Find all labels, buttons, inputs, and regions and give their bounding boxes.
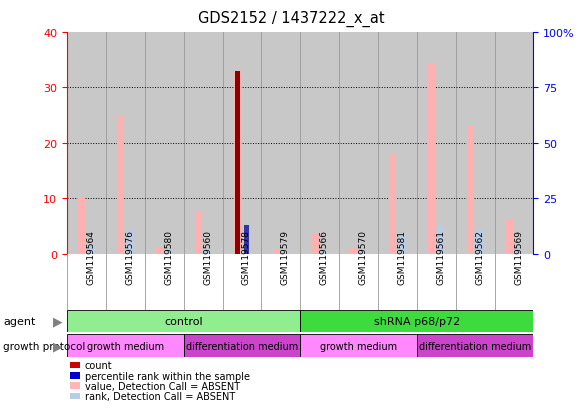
Bar [321, 252, 328, 254]
Text: differentiation medium: differentiation medium [419, 341, 531, 351]
Bar [184, 33, 223, 254]
Text: GSM119576: GSM119576 [125, 229, 134, 284]
Bar [300, 33, 339, 254]
Text: GSM119580: GSM119580 [164, 229, 173, 284]
Bar [195, 213, 202, 254]
Bar [282, 252, 289, 254]
Text: GSM119564: GSM119564 [86, 229, 96, 284]
Bar [243, 225, 250, 254]
Bar [456, 33, 494, 254]
Bar [223, 33, 261, 254]
Bar [145, 33, 184, 254]
Bar [417, 33, 456, 254]
Bar [87, 245, 94, 254]
Text: shRNA p68/p72: shRNA p68/p72 [374, 316, 460, 326]
Bar [184, 335, 300, 357]
Bar [506, 221, 513, 254]
Bar [67, 335, 184, 357]
Bar [166, 251, 173, 254]
Bar [339, 33, 378, 254]
Text: ▶: ▶ [53, 339, 63, 353]
Text: GSM119570: GSM119570 [359, 229, 367, 284]
Text: growth protocol: growth protocol [3, 341, 85, 351]
Bar [234, 72, 241, 254]
Text: rank, Detection Call = ABSENT: rank, Detection Call = ABSENT [85, 392, 235, 401]
Bar [389, 154, 396, 254]
Bar [515, 250, 522, 254]
Bar [399, 235, 406, 254]
Bar [378, 33, 417, 254]
Text: value, Detection Call = ABSENT: value, Detection Call = ABSENT [85, 381, 240, 391]
Bar [300, 335, 417, 357]
Text: ▶: ▶ [53, 315, 63, 328]
Bar [360, 252, 367, 254]
Text: percentile rank within the sample: percentile rank within the sample [85, 371, 250, 381]
Text: GSM119578: GSM119578 [242, 229, 251, 284]
Text: control: control [164, 316, 203, 326]
Bar [350, 249, 357, 254]
Bar [78, 199, 85, 254]
Bar [67, 33, 106, 254]
Bar [428, 64, 435, 254]
Bar [273, 249, 280, 254]
Text: differentiation medium: differentiation medium [186, 341, 298, 351]
Bar [467, 127, 474, 254]
Bar [235, 72, 240, 254]
Bar [127, 231, 134, 254]
Bar [437, 226, 444, 254]
Bar [261, 33, 300, 254]
Bar [311, 235, 318, 254]
Text: agent: agent [3, 316, 36, 326]
Text: count: count [85, 361, 112, 370]
Bar [204, 251, 211, 254]
Text: GSM119566: GSM119566 [319, 229, 329, 284]
Bar [494, 33, 533, 254]
Text: GSM119581: GSM119581 [398, 229, 406, 284]
Text: GSM119561: GSM119561 [436, 229, 445, 284]
Text: GSM119579: GSM119579 [281, 229, 290, 284]
Text: growth medium: growth medium [87, 341, 164, 351]
Bar [156, 249, 163, 254]
Text: growth medium: growth medium [320, 341, 397, 351]
Text: GDS2152 / 1437222_x_at: GDS2152 / 1437222_x_at [198, 10, 385, 26]
Bar [117, 116, 124, 254]
Bar [106, 33, 145, 254]
Text: GSM119562: GSM119562 [475, 229, 484, 284]
Bar [67, 310, 300, 332]
Bar [244, 225, 249, 254]
Bar [476, 231, 483, 254]
Bar [300, 310, 533, 332]
Text: GSM119569: GSM119569 [514, 229, 523, 284]
Text: GSM119560: GSM119560 [203, 229, 212, 284]
Bar [417, 335, 533, 357]
